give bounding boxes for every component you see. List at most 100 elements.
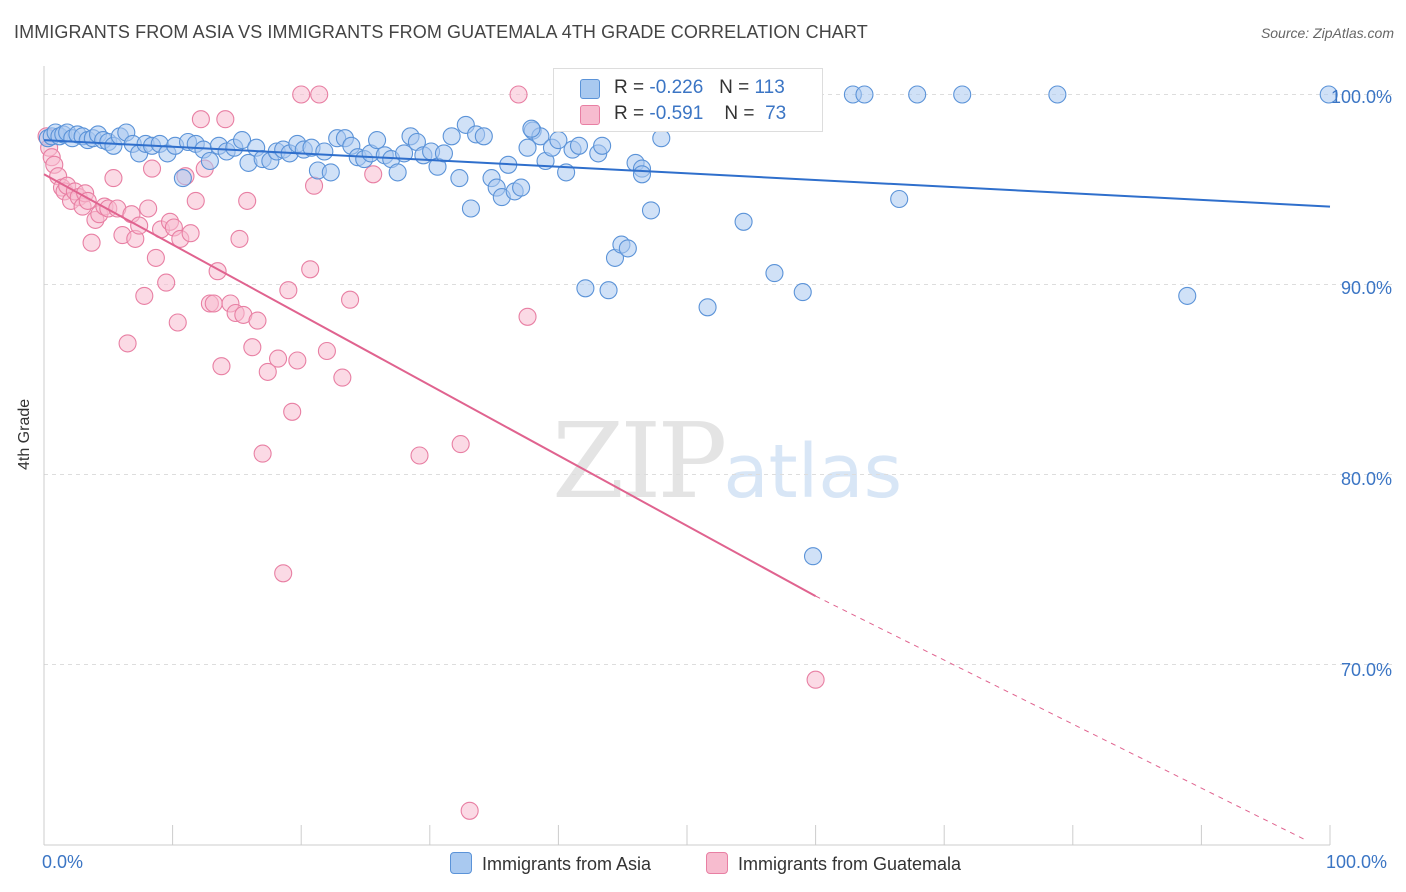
asia-point-55 [388,163,407,182]
guatemala-trend-line [43,173,817,597]
guatemala-point-67 [364,165,383,184]
guatemala-point-71 [509,85,528,104]
asia-point-91 [618,239,637,258]
bottom-legend-swatch-asia [450,852,472,874]
asia-point-94 [641,201,661,220]
guatemala-point-29 [146,248,165,267]
legend-swatch-guatemala [580,105,600,125]
guatemala-point-37 [181,224,200,243]
asia-point-108 [1048,85,1067,104]
guatemala-point-73 [806,670,825,689]
guatemala-point-28 [142,159,162,178]
legend-r-asia: -0.226 [649,77,704,98]
bottom-legend-guatemala: Immigrants from Guatemala [706,852,961,875]
guatemala-point-64 [317,341,336,361]
legend-r-guatemala: -0.591 [649,103,704,124]
asia-trend-line [43,139,1331,208]
y-tick-label-90: 90.0% [1340,278,1392,298]
x-tick-label-min: 0.0% [42,852,84,872]
asia-point-88 [599,281,618,300]
x-tick-label-max: 100.0% [1326,852,1388,872]
guatemala-point-45 [216,110,235,129]
axes [43,66,1331,846]
bottom-legend-label-guatemala: Immigrants from Guatemala [738,854,962,874]
asia-point-110 [1319,85,1338,104]
guatemala-point-68 [410,446,429,465]
chart-title: IMMIGRANTS FROM ASIA VS IMMIGRANTS FROM … [14,22,868,42]
asia-point-68 [474,127,493,146]
legend-n-label: N = [724,103,755,124]
asia-point-100 [765,264,784,283]
legend-n-guatemala: 73 [765,103,787,124]
asia-point-107 [953,85,972,104]
correlation-legend: R = -0.226 N = 113 R = -0.591 N = 73 [553,68,823,132]
asia-point-102 [803,547,823,566]
asia-point-96 [698,298,717,317]
asia-point-28 [200,151,219,171]
legend-r-label: R = [614,77,645,98]
asia-point-62 [434,144,453,163]
y-tick-label-80: 80.0% [1340,469,1392,489]
guatemala-point-51 [243,338,262,357]
guatemala-point-50 [238,191,257,210]
asia-point-109 [1178,286,1197,305]
asia-point-101 [793,283,812,302]
guatemala-point-14 [82,233,101,252]
asia-point-105 [890,189,909,209]
asia-point-111 [522,119,541,138]
watermark-zip: ZIP [552,400,727,522]
y-tick-label-70: 70.0% [1340,660,1392,680]
asia-point-74 [512,178,531,197]
asia-point-52 [368,131,387,150]
asia-point-75 [518,138,537,157]
asia-point-104 [855,85,874,104]
bottom-legend-label-asia: Immigrants from Asia [482,854,652,874]
guatemala-points [37,85,825,820]
guatemala-point-34 [168,313,187,332]
guatemala-point-55 [269,349,288,368]
asia-point-32 [232,131,252,150]
guatemala-point-54 [258,362,277,381]
watermark: ZIPatlas [552,400,902,522]
guatemala-point-66 [341,290,360,309]
trend-lines [43,139,1331,840]
guatemala-point-53 [253,444,272,463]
asia-point-87 [593,136,612,155]
legend-n-asia: 113 [754,77,785,98]
legend-swatch-asia [580,79,600,99]
asia-point-112 [632,165,652,184]
guatemala-point-48 [230,229,249,248]
guatemala-trend-extension [815,595,1305,840]
guatemala-point-26 [135,286,154,305]
watermark-atlas: atlas [723,429,903,515]
asia-point-95 [652,129,671,148]
guatemala-point-58 [283,402,302,421]
guatemala-point-69 [451,435,470,454]
guatemala-point-60 [292,85,311,104]
asia-point-24 [173,169,192,188]
guatemala-point-57 [279,281,298,300]
asia-point-99 [734,212,753,231]
guatemala-point-38 [186,191,205,210]
asia-point-84 [576,279,595,298]
asia-point-66 [461,199,481,218]
asia-point-106 [908,85,927,104]
guatemala-point-65 [333,368,352,387]
asia-point-63 [442,127,461,146]
guatemala-point-39 [191,110,210,129]
asia-point-83 [569,136,589,155]
asia-points [38,85,1338,566]
y-axis-label: 4th Grade [16,398,33,470]
guatemala-point-42 [204,294,223,313]
bottom-legend-swatch-guatemala [706,852,728,874]
guatemala-point-22 [118,334,137,353]
guatemala-point-44 [212,357,231,376]
guatemala-point-31 [157,273,176,292]
source-label: Source: ZipAtlas.com [1260,25,1394,41]
gridlines [44,94,1392,665]
guatemala-point-63 [310,85,329,104]
guatemala-point-27 [139,199,158,218]
asia-point-44 [315,142,334,161]
guatemala-point-19 [104,169,123,188]
